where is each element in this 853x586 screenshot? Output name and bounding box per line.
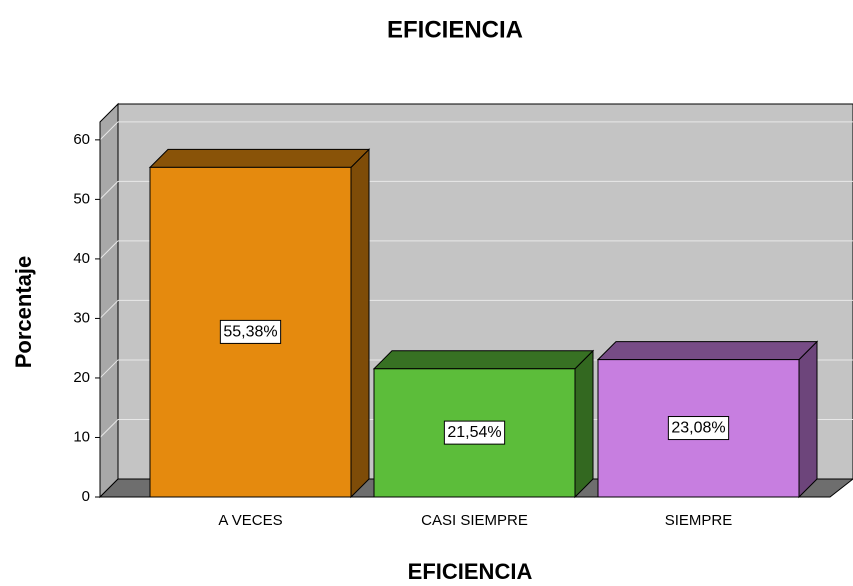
bar-top xyxy=(372,350,595,370)
y-axis-label: Porcentaje xyxy=(11,256,36,369)
x-tick-label: CASI SIEMPRE xyxy=(421,512,528,529)
y-tick-label: 0 xyxy=(82,488,90,505)
bar-top xyxy=(596,341,819,361)
x-tick-label: SIEMPRE xyxy=(665,512,733,529)
grid-line xyxy=(99,419,119,438)
left-wall xyxy=(99,102,119,499)
y-tick-label: 10 xyxy=(73,428,90,445)
bar-top xyxy=(148,148,371,168)
value-label-box xyxy=(219,319,282,344)
grid-line xyxy=(99,121,119,141)
grid-line xyxy=(99,300,119,319)
value-label-box xyxy=(667,416,730,441)
y-tick-label: 20 xyxy=(73,369,90,386)
y-tick-label: 60 xyxy=(73,131,90,148)
grid-line xyxy=(99,240,119,260)
x-axis-label: EFICIENCIA xyxy=(408,559,533,584)
value-label: 21,54% xyxy=(447,424,501,441)
value-label-box xyxy=(443,420,506,445)
y-tick-label: 40 xyxy=(73,250,90,267)
bar-side xyxy=(574,349,594,499)
bar-side xyxy=(350,148,370,499)
bar-side xyxy=(798,340,818,499)
y-tick-label: 30 xyxy=(73,309,90,326)
grid-line xyxy=(99,181,119,200)
grid-line xyxy=(99,359,119,379)
y-tick-label: 50 xyxy=(73,190,90,207)
value-label: 23,08% xyxy=(671,420,725,437)
value-label: 55,38% xyxy=(223,323,277,340)
x-tick-label: A VECES xyxy=(218,512,282,529)
chart-title: EFICIENCIA xyxy=(387,16,523,43)
